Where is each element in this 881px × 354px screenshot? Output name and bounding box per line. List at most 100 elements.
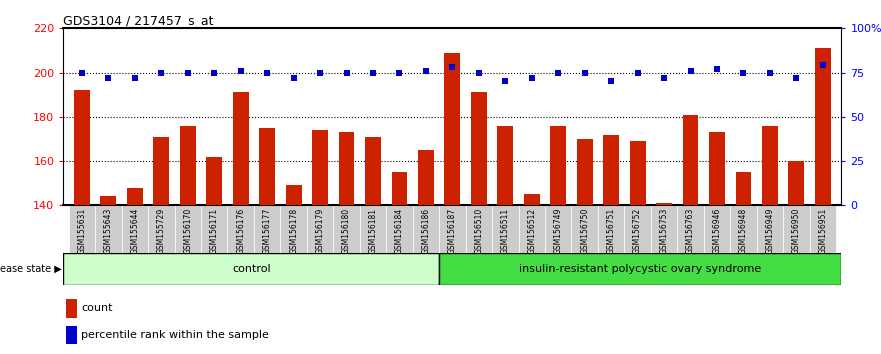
Bar [704, 205, 730, 253]
Bar [333, 205, 359, 253]
Text: GSM156753: GSM156753 [660, 208, 669, 254]
Text: GSM156949: GSM156949 [766, 208, 774, 254]
Point [472, 70, 486, 75]
Text: GSM156176: GSM156176 [236, 208, 245, 254]
Point [445, 64, 460, 70]
Point [763, 70, 777, 75]
Bar [285, 185, 301, 205]
Bar [359, 205, 386, 253]
Text: GSM156752: GSM156752 [633, 208, 642, 254]
Point [789, 75, 803, 81]
Point [233, 68, 248, 74]
Point [631, 70, 645, 75]
Point [525, 75, 539, 81]
Point [101, 75, 115, 81]
Text: GSM156951: GSM156951 [818, 208, 827, 254]
Bar [551, 126, 566, 205]
Bar [545, 205, 572, 253]
Point [418, 68, 433, 74]
Bar [259, 128, 275, 205]
Bar [66, 326, 78, 344]
Bar [630, 141, 646, 205]
Point [657, 75, 671, 81]
Point [313, 70, 327, 75]
Text: GSM156170: GSM156170 [183, 208, 192, 254]
Bar [418, 150, 433, 205]
Bar [254, 205, 280, 253]
Point [499, 79, 513, 84]
Text: GSM156763: GSM156763 [686, 208, 695, 254]
Bar [492, 205, 519, 253]
Bar [815, 48, 831, 205]
Bar [391, 172, 407, 205]
Bar [577, 139, 593, 205]
Text: GSM156512: GSM156512 [527, 208, 537, 254]
Text: GDS3104 / 217457_s_at: GDS3104 / 217457_s_at [63, 14, 214, 27]
Bar [736, 172, 751, 205]
Bar [598, 205, 625, 253]
Text: GSM156186: GSM156186 [421, 208, 431, 254]
Bar [174, 205, 201, 253]
Text: GSM156179: GSM156179 [315, 208, 324, 254]
Text: percentile rank within the sample: percentile rank within the sample [81, 330, 270, 340]
Bar [365, 137, 381, 205]
Bar [206, 156, 222, 205]
Text: GSM156750: GSM156750 [581, 208, 589, 254]
Text: GSM156180: GSM156180 [342, 208, 351, 254]
Bar [95, 205, 122, 253]
Point [816, 63, 830, 68]
Text: GSM156184: GSM156184 [395, 208, 404, 254]
Bar [69, 205, 95, 253]
Bar [709, 132, 725, 205]
Text: GSM156187: GSM156187 [448, 208, 457, 254]
Point [604, 79, 618, 84]
Bar [762, 126, 778, 205]
Bar [180, 126, 196, 205]
Bar [63, 253, 439, 285]
Bar [444, 53, 461, 205]
Point [366, 70, 380, 75]
Bar [201, 205, 227, 253]
Text: control: control [232, 264, 270, 274]
Bar [788, 161, 804, 205]
Bar [498, 126, 514, 205]
Bar [66, 299, 78, 318]
Bar [127, 188, 143, 205]
Point [578, 70, 592, 75]
Text: GSM156510: GSM156510 [474, 208, 484, 254]
Text: disease state ▶: disease state ▶ [0, 264, 63, 274]
Text: GSM156749: GSM156749 [554, 208, 563, 254]
Point [552, 70, 566, 75]
Bar [148, 205, 174, 253]
Text: GSM155631: GSM155631 [78, 208, 86, 254]
Point [181, 70, 195, 75]
Bar [439, 253, 841, 285]
Bar [783, 205, 810, 253]
Text: GSM156948: GSM156948 [739, 208, 748, 254]
Text: GSM156511: GSM156511 [500, 208, 510, 254]
Text: GSM156171: GSM156171 [210, 208, 218, 254]
Text: GSM156177: GSM156177 [263, 208, 271, 254]
Point [737, 70, 751, 75]
Text: GSM156178: GSM156178 [289, 208, 298, 254]
Text: count: count [81, 303, 113, 313]
Bar [524, 194, 540, 205]
Text: GSM156950: GSM156950 [792, 208, 801, 254]
Text: GSM156946: GSM156946 [713, 208, 722, 254]
Bar [153, 137, 169, 205]
Bar [412, 205, 439, 253]
Bar [233, 92, 248, 205]
Bar [466, 205, 492, 253]
Bar [651, 205, 677, 253]
Bar [338, 132, 354, 205]
Point [260, 70, 274, 75]
Point [286, 75, 300, 81]
Text: GSM156751: GSM156751 [607, 208, 616, 254]
Bar [471, 92, 487, 205]
Text: GSM155643: GSM155643 [104, 208, 113, 254]
Bar [625, 205, 651, 253]
Bar [312, 130, 328, 205]
Bar [683, 115, 699, 205]
Point [128, 75, 142, 81]
Bar [810, 205, 836, 253]
